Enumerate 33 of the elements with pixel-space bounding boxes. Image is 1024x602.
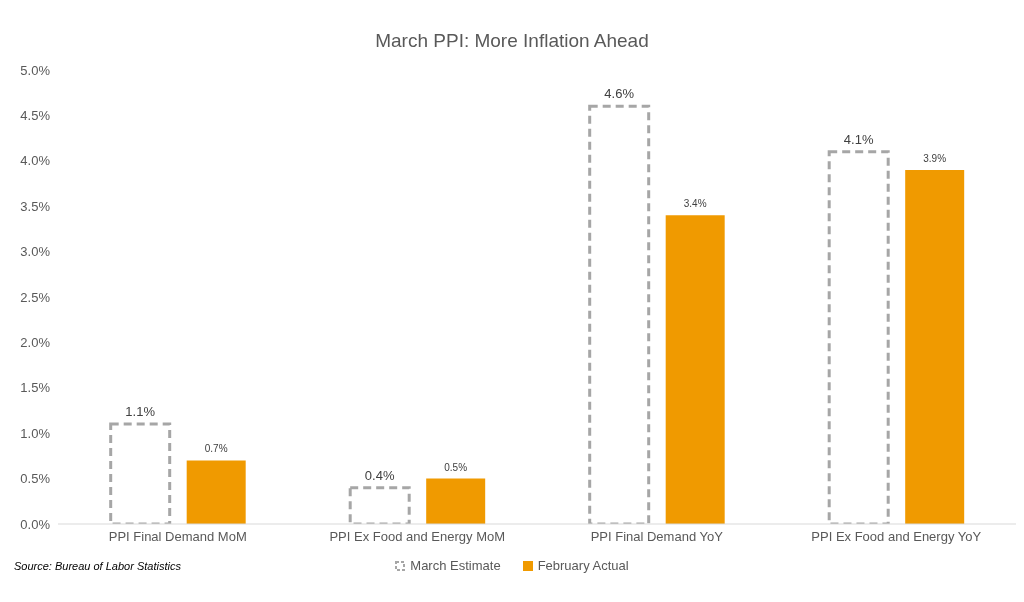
data-label: 0.4% [364, 467, 395, 483]
data-label: 1.1% [125, 404, 156, 420]
chart-title: March PPI: More Inflation Ahead [374, 29, 650, 53]
data-label: 3.4% [683, 198, 707, 210]
x-tick-label: PPI Ex Food and Energy MoM [329, 529, 506, 545]
legend-label: March Estimate [410, 558, 501, 573]
bar [588, 104, 651, 524]
bar [186, 460, 246, 524]
x-tick-label: PPI Final Demand MoM [108, 529, 247, 545]
y-tick-label: 0.0% [20, 516, 51, 532]
data-label: 0.5% [444, 461, 468, 473]
data-label: 4.1% [843, 131, 874, 147]
x-tick-label: PPI Final Demand YoY [590, 529, 724, 545]
source-note: Source: Bureau of Labor Statistics [14, 560, 181, 572]
bar [665, 215, 725, 524]
bar [827, 150, 890, 524]
y-tick-label: 2.0% [20, 335, 51, 351]
y-tick-label: 5.0% [20, 62, 51, 78]
bar [426, 478, 486, 524]
data-label: 4.6% [604, 86, 635, 102]
data-label: 3.9% [923, 152, 947, 164]
y-tick-label: 1.0% [20, 425, 51, 441]
x-tick-label: PPI Ex Food and Energy YoY [811, 529, 982, 545]
y-tick-label: 3.0% [20, 244, 51, 260]
y-tick-label: 3.5% [20, 198, 51, 214]
y-tick-label: 1.5% [20, 380, 51, 396]
y-tick-label: 2.5% [20, 289, 51, 305]
data-label: 0.7% [204, 443, 228, 455]
y-tick-label: 4.5% [20, 108, 51, 124]
bar [905, 169, 965, 524]
y-tick-label: 0.5% [20, 471, 51, 487]
legend-label: February Actual [537, 558, 629, 573]
y-tick-label: 4.0% [20, 153, 51, 169]
